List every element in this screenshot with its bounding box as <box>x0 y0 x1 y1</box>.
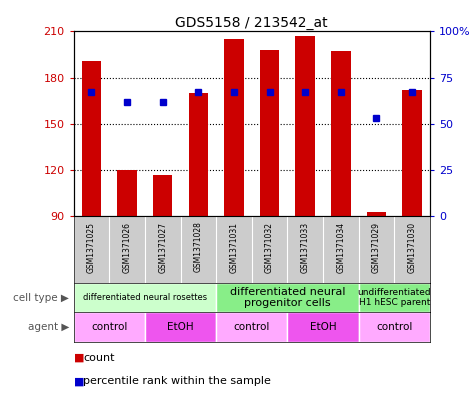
Bar <box>145 312 216 342</box>
Text: GSM1371034: GSM1371034 <box>336 222 345 273</box>
Text: GSM1371032: GSM1371032 <box>265 222 274 272</box>
Title: GDS5158 / 213542_at: GDS5158 / 213542_at <box>175 17 328 30</box>
Text: ■: ■ <box>74 376 84 386</box>
Text: control: control <box>91 322 127 332</box>
Text: count: count <box>83 353 114 363</box>
Bar <box>224 39 244 216</box>
Text: agent ▶: agent ▶ <box>28 322 69 332</box>
Bar <box>359 312 430 342</box>
Text: GSM1371030: GSM1371030 <box>408 222 417 273</box>
Text: undifferentiated
H1 hESC parent: undifferentiated H1 hESC parent <box>357 288 431 307</box>
Bar <box>331 51 351 216</box>
Text: GSM1371025: GSM1371025 <box>87 222 96 272</box>
Bar <box>153 174 172 216</box>
Bar <box>295 36 315 216</box>
Text: GSM1371028: GSM1371028 <box>194 222 203 272</box>
Text: differentiated neural rosettes: differentiated neural rosettes <box>83 293 207 302</box>
Bar <box>260 50 279 216</box>
Bar <box>367 211 386 216</box>
Text: GSM1371026: GSM1371026 <box>123 222 132 272</box>
Text: EtOH: EtOH <box>310 322 336 332</box>
Text: GSM1371027: GSM1371027 <box>158 222 167 272</box>
Bar <box>117 170 137 216</box>
Text: cell type ▶: cell type ▶ <box>13 293 69 303</box>
Bar <box>74 312 145 342</box>
Bar <box>189 93 208 216</box>
Text: ■: ■ <box>74 353 84 363</box>
Text: percentile rank within the sample: percentile rank within the sample <box>83 376 271 386</box>
Bar <box>359 283 430 312</box>
Text: control: control <box>376 322 412 332</box>
Bar <box>82 61 101 216</box>
Text: GSM1371033: GSM1371033 <box>301 222 310 273</box>
Text: GSM1371031: GSM1371031 <box>229 222 238 272</box>
Text: differentiated neural
progenitor cells: differentiated neural progenitor cells <box>229 287 345 309</box>
Text: GSM1371029: GSM1371029 <box>372 222 381 272</box>
Bar <box>74 283 216 312</box>
Bar <box>402 90 422 216</box>
Text: control: control <box>234 322 270 332</box>
Bar <box>216 312 287 342</box>
Bar <box>287 312 359 342</box>
Text: EtOH: EtOH <box>167 322 194 332</box>
Bar <box>216 283 359 312</box>
